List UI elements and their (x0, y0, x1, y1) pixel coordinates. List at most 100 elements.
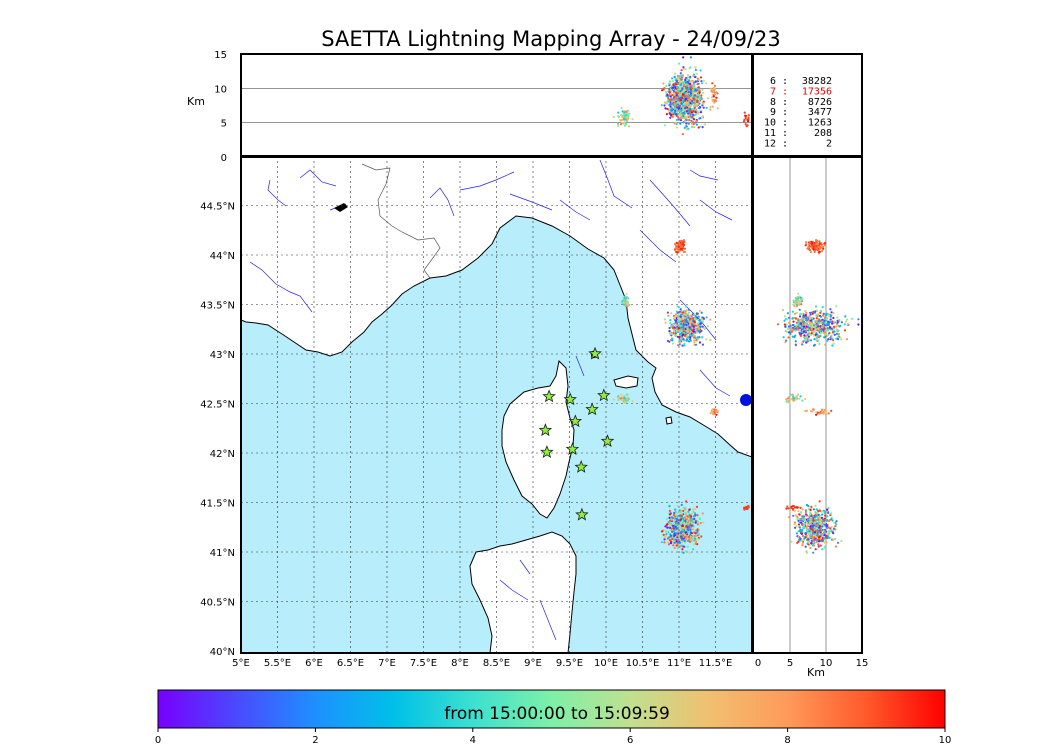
lightning-altitude-point (672, 92, 676, 95)
lightning-source-point (689, 540, 692, 544)
lightning-altitude-point (678, 79, 682, 83)
lightning-source-point (701, 512, 704, 515)
lightning-altitude-point (709, 108, 712, 111)
lightning-side-point (857, 323, 860, 326)
lightning-source-point (683, 535, 687, 538)
lightning-altitude-point (692, 74, 695, 78)
lightning-altitude-point (677, 88, 680, 91)
lightning-source-point (699, 322, 702, 325)
lightning-altitude-point (678, 113, 682, 116)
lat-tick-label: 40.5°N (200, 598, 235, 609)
lightning-side-point (818, 342, 821, 345)
lightning-source-point (665, 518, 668, 521)
lightning-altitude-point (669, 103, 672, 106)
lightning-source-point (679, 314, 682, 317)
lightning-side-point (794, 303, 797, 306)
lightning-altitude-point (621, 110, 624, 113)
lightning-altitude-point (699, 111, 702, 114)
lightning-altitude-point (696, 99, 699, 102)
lightning-source-point (612, 398, 615, 401)
lightning-side-point (831, 322, 834, 325)
lat-tick-label: 43°N (210, 350, 235, 361)
lightning-side-point (800, 303, 803, 306)
altitude-points (612, 56, 750, 136)
lightning-side-point (828, 526, 831, 529)
lightning-side-point (808, 323, 812, 326)
lightning-altitude-point (742, 120, 746, 123)
lightning-altitude-point (666, 93, 669, 96)
lightning-source-point (674, 519, 677, 522)
lightning-side-point (796, 517, 799, 521)
lightning-side-point (801, 542, 804, 546)
lightning-source-point (678, 320, 681, 323)
colorbar-ticks: 0 2 4 6 8 10 (155, 728, 951, 746)
lightning-altitude-point (691, 101, 694, 104)
lightning-side-point (785, 400, 788, 403)
lightning-side-point (824, 314, 828, 317)
lightning-side-point (795, 532, 799, 535)
lightning-altitude-point (676, 74, 680, 78)
lightning-side-point (807, 541, 810, 544)
lightning-side-point (825, 524, 828, 527)
lightning-source-point (673, 516, 676, 519)
lightning-side-point (805, 319, 808, 322)
lightning-source-point (683, 342, 686, 345)
lightning-side-point (803, 519, 806, 522)
station-count-separator: : (782, 118, 788, 129)
lightning-source-point (668, 509, 672, 512)
lightning-altitude-point (689, 66, 692, 69)
lightning-side-point (828, 532, 831, 535)
lightning-source-point (627, 397, 630, 400)
lightning-source-point (693, 531, 696, 534)
lightning-source-point (669, 533, 672, 536)
lightning-side-point (821, 532, 825, 536)
lightning-side-point (825, 530, 828, 533)
lightning-altitude-point (694, 113, 697, 116)
lightning-source-point (624, 300, 627, 303)
lightning-side-point (818, 412, 821, 415)
side-tick-label: 10 (820, 658, 833, 669)
lightning-side-point (822, 247, 825, 250)
lightning-source-point (681, 314, 684, 317)
lightning-altitude-point (702, 102, 705, 105)
lightning-side-point (822, 321, 826, 324)
station-star-icon (575, 507, 589, 521)
lightning-side-point (814, 548, 817, 551)
lightning-side-point (792, 320, 795, 323)
lightning-altitude-point (617, 115, 620, 118)
lightning-side-point (801, 522, 804, 526)
lightning-altitude-point (670, 109, 673, 113)
lightning-side-point (801, 534, 805, 538)
lightning-source-point (694, 540, 697, 543)
colorbar: from 15:00:00 to 15:09:59 0 2 4 6 8 10 (155, 689, 951, 746)
lightning-source-point (679, 322, 683, 325)
lightning-altitude-point (686, 106, 689, 109)
lightning-source-point (676, 511, 679, 515)
lightning-altitude-point (691, 115, 694, 119)
lightning-altitude-point (678, 101, 681, 104)
lightning-source-point (691, 524, 694, 527)
lightning-side-point (820, 409, 823, 412)
lightning-source-point (694, 537, 697, 540)
lightning-side-point (804, 243, 808, 246)
lightning-source-point (697, 322, 700, 325)
lightning-source-point (668, 326, 671, 330)
lightning-side-point (794, 317, 798, 320)
lightning-altitude-point (680, 109, 683, 112)
lightning-source-point (676, 316, 680, 319)
lightning-side-point (832, 316, 835, 320)
lightning-side-point (787, 507, 790, 510)
lightning-side-point (804, 509, 807, 512)
lightning-side-point (793, 523, 796, 526)
lightning-side-point (805, 341, 808, 344)
lightning-side-point (785, 398, 788, 401)
lightning-altitude-point (681, 97, 684, 100)
lightning-source-point (687, 538, 691, 541)
lightning-source-point (675, 532, 678, 535)
lightning-side-point (810, 518, 813, 521)
station-count-value: 2 (826, 138, 832, 149)
lightning-altitude-point (668, 82, 671, 85)
lightning-altitude-point (747, 114, 750, 117)
lightning-side-point (797, 519, 800, 523)
lightning-source-point (690, 538, 693, 541)
